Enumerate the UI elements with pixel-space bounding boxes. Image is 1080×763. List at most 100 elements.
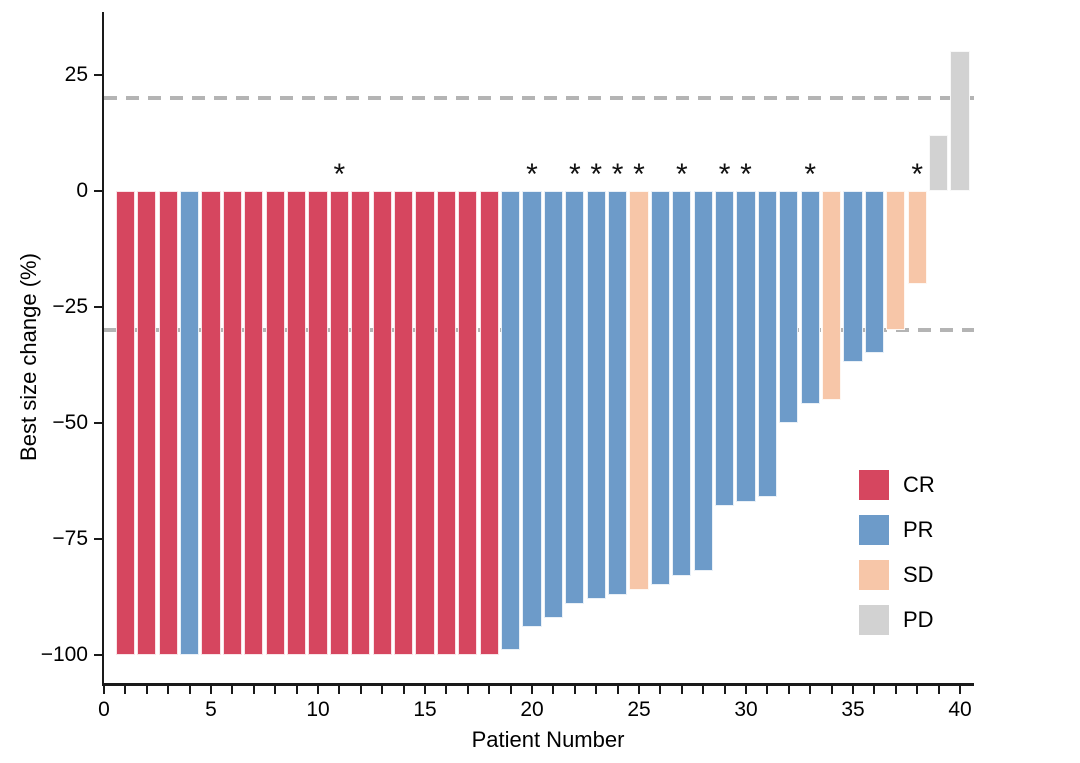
legend-label-sd: SD: [903, 562, 934, 587]
bar-patient-1: [115, 190, 135, 655]
x-tick-30: [744, 685, 748, 694]
reference-line-20-percent: [104, 95, 974, 100]
asterisk-patient-30: *: [740, 158, 752, 191]
x-tick-13: [381, 685, 384, 694]
x-tick-0: [102, 685, 106, 694]
asterisk-patient-22: *: [568, 158, 581, 191]
asterisk-patient-33: *: [804, 158, 817, 191]
bar-patient-36: [864, 190, 884, 354]
x-tick-label-0: 0: [98, 698, 110, 721]
x-tick-19: [509, 685, 512, 694]
bar-patient-27: [672, 190, 692, 576]
bar-patient-2: [137, 190, 157, 655]
x-tick-40: [958, 685, 962, 694]
x-tick-28: [702, 685, 705, 694]
x-tick-20: [530, 685, 534, 694]
asterisk-patient-25: *: [633, 158, 645, 191]
x-tick-31: [766, 685, 769, 694]
bar-patient-17: [458, 190, 478, 655]
bar-patient-31: [757, 190, 777, 498]
y-axis-line: [101, 12, 104, 686]
bar-patient-3: [158, 190, 178, 655]
y-tick-label--75: −75: [52, 526, 88, 550]
x-tick-4: [188, 685, 191, 694]
x-tick-23: [595, 685, 598, 694]
legend-item-pr: PR: [859, 515, 979, 545]
x-tick-15: [423, 685, 427, 694]
x-tick-16: [445, 685, 448, 694]
bar-patient-32: [779, 190, 799, 423]
x-tick-27: [680, 685, 683, 694]
bar-patient-40: [950, 51, 970, 191]
x-tick-26: [659, 685, 662, 694]
bar-patient-16: [436, 190, 456, 655]
x-tick-32: [787, 685, 790, 694]
asterisk-patient-23: *: [590, 158, 603, 191]
asterisk-patient-24: *: [611, 158, 624, 191]
x-tick-39: [937, 685, 940, 694]
y-tick-0: [93, 189, 102, 192]
legend-label-pd: PD: [903, 607, 934, 632]
y-tick--25: [93, 305, 102, 308]
bar-patient-12: [351, 190, 371, 655]
bar-patient-9: [287, 190, 307, 655]
y-tick--100: [93, 653, 102, 656]
legend-item-cr: CR: [859, 470, 979, 500]
bar-patient-10: [308, 190, 328, 655]
x-tick-17: [466, 685, 469, 694]
x-tick-6: [231, 685, 234, 694]
bar-patient-34: [822, 190, 842, 400]
bar-patient-7: [244, 190, 264, 655]
x-axis-line: [101, 683, 974, 686]
legend-swatch-cr: [859, 470, 889, 500]
x-tick-24: [616, 685, 619, 694]
y-tick-label--50: −50: [52, 410, 88, 434]
asterisk-patient-20: *: [526, 158, 538, 191]
x-tick-14: [402, 685, 405, 694]
bar-patient-28: [693, 190, 713, 572]
bar-patient-6: [222, 190, 242, 655]
legend-swatch-sd: [859, 560, 889, 590]
x-tick-label-40: 40: [948, 698, 972, 721]
bar-patient-37: [886, 190, 906, 330]
y-tick--75: [93, 537, 102, 540]
bar-patient-22: [565, 190, 585, 604]
bar-patient-26: [650, 190, 670, 586]
x-tick-38: [916, 685, 919, 694]
y-tick-25: [93, 73, 102, 76]
x-tick-22: [573, 685, 576, 694]
legend-label-cr: CR: [903, 472, 935, 497]
x-tick-33: [809, 685, 812, 694]
bar-patient-19: [501, 190, 521, 651]
bar-patient-4: [180, 190, 200, 655]
legend-swatch-pd: [859, 605, 889, 635]
bar-patient-35: [843, 190, 863, 363]
bar-patient-5: [201, 190, 221, 655]
x-tick-11: [338, 685, 341, 694]
x-tick-35: [851, 685, 855, 694]
y-tick-label--25: −25: [52, 294, 88, 318]
bar-patient-8: [265, 190, 285, 655]
bar-patient-11: [329, 190, 349, 655]
asterisk-patient-11: *: [333, 158, 346, 191]
x-tick-3: [167, 685, 170, 694]
bar-patient-18: [479, 190, 499, 655]
bar-patient-25: [629, 190, 649, 590]
bar-patient-23: [586, 190, 606, 600]
x-tick-18: [488, 685, 491, 694]
x-tick-label-5: 5: [205, 698, 217, 721]
legend-item-pd: PD: [859, 605, 979, 635]
bar-patient-20: [522, 190, 542, 628]
x-tick-label-15: 15: [413, 698, 437, 721]
legend-label-pr: PR: [903, 517, 934, 542]
bar-patient-21: [543, 190, 563, 618]
y-tick-label--100: −100: [40, 642, 88, 666]
x-tick-12: [359, 685, 362, 694]
x-tick-25: [637, 685, 641, 694]
x-tick-21: [552, 685, 555, 694]
x-axis-title: Patient Number: [471, 727, 625, 752]
x-tick-label-10: 10: [306, 698, 330, 721]
legend-swatch-pr: [859, 515, 889, 545]
y-tick-label-25: 25: [64, 62, 88, 86]
